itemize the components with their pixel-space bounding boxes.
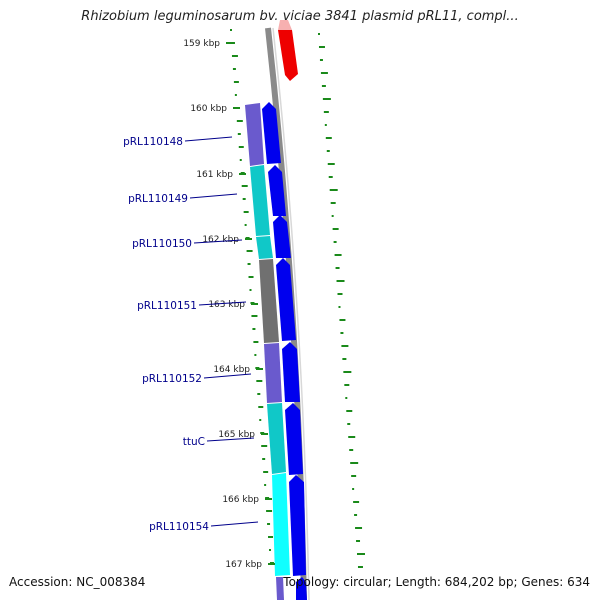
gene-block-prl110154 [272,473,290,576]
svg-text:pRL110150: pRL110150 [132,238,192,250]
gene-label-ttuc[interactable]: ttuC [183,436,255,448]
scale-tick-label: 166 kbp [222,495,259,505]
scale-tick-label: 164 kbp [213,365,250,375]
gene-labels: pRL110148 pRL110149 pRL110150 pRL110151 pRL1… [123,136,259,533]
svg-text:pRL110154: pRL110154 [149,521,209,533]
cds-arrow [276,258,296,341]
gc-content-track-outer [318,33,365,568]
svg-text:ttuC: ttuC [183,436,205,448]
gene-block-prl110148 [245,103,264,166]
cds-arrow [268,165,286,216]
cds-arrow [262,102,281,164]
gene-block-prl110149 [250,165,270,236]
gene-label-prl110148[interactable]: pRL110148 [123,136,233,148]
scale-tick-label: 159 kbp [183,39,220,49]
cds-arrow [296,577,307,600]
highlighted-feature[interactable] [278,20,298,81]
svg-text:pRL110152: pRL110152 [142,373,202,385]
gene-block-prl110151 [259,259,279,343]
gene-label-prl110152[interactable]: pRL110152 [142,373,252,385]
scale-tick-label: 160 kbp [190,104,227,114]
scale-tick-label: 161 kbp [196,170,233,180]
svg-text:pRL110149: pRL110149 [128,193,188,205]
kbp-scale: 159 kbp 160 kbp 161 kbp 162 kbp 163 kbp 164 k… [183,39,275,570]
cds-arrow [285,403,303,475]
gene-label-prl110154[interactable]: pRL110154 [149,521,259,533]
scale-tick-label: 165 kbp [218,430,255,440]
cds-arrow [282,342,300,402]
svg-text:pRL110148: pRL110148 [123,136,183,148]
scale-tick-label: 163 kbp [208,300,245,310]
gene-block-ttuc [267,403,286,474]
scale-tick-label: 167 kbp [225,560,262,570]
topology-summary: Topology: circular; Length: 684,202 bp; … [283,575,590,589]
gene-color-track [245,103,290,600]
map-title: Rhizobium leguminosarum bv. viciae 3841 … [81,9,519,24]
gene-block-next [276,577,284,600]
cds-track [262,102,307,600]
gene-block-prl110152 [264,343,282,403]
gene-label-prl110150[interactable]: pRL110150 [132,238,243,250]
cds-arrow [273,215,291,258]
gene-block-prl110150 [256,236,273,259]
gene-label-prl110151[interactable]: pRL110151 [137,300,247,312]
cds-arrow [289,475,306,576]
backbone-ring-inner [272,27,310,600]
gene-label-prl110149[interactable]: pRL110149 [128,193,238,205]
accession-label: Accession: NC_008384 [9,575,146,589]
svg-text:pRL110151: pRL110151 [137,300,197,312]
scale-tick-label: 162 kbp [202,235,239,245]
